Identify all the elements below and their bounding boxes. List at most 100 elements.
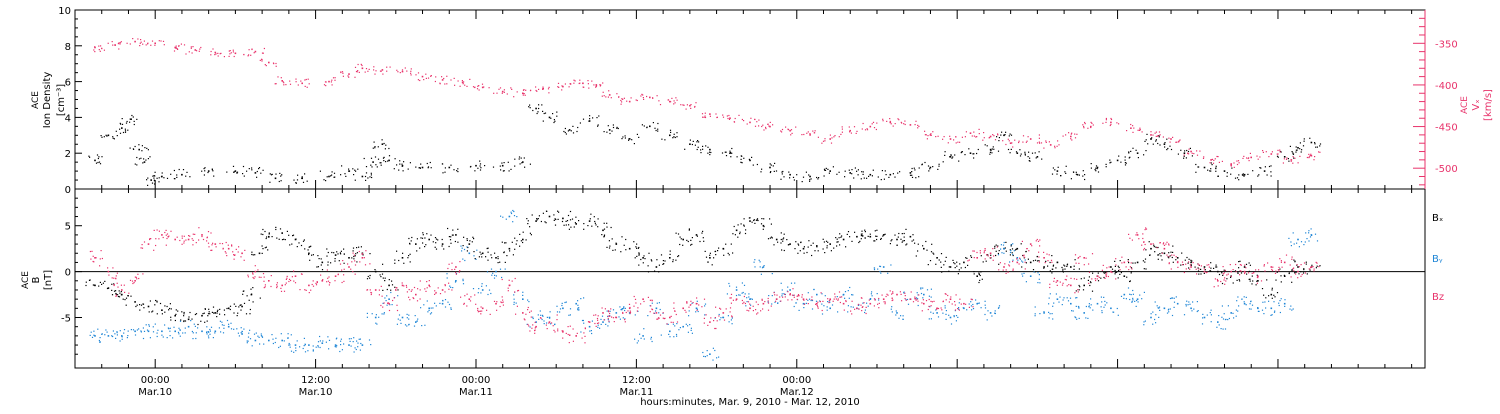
bx-dot xyxy=(751,221,753,223)
by-dot xyxy=(1101,312,1103,314)
bx-point xyxy=(709,257,711,259)
by-dot xyxy=(823,305,825,307)
density-dot xyxy=(1065,165,1067,167)
density-dot xyxy=(773,170,775,172)
b-tick-label: 5 xyxy=(65,222,71,233)
by-dot xyxy=(1137,301,1139,303)
by-dot xyxy=(452,287,454,289)
bz-dot xyxy=(1182,264,1184,266)
bz-dot xyxy=(141,244,143,246)
bx-dot xyxy=(410,240,412,242)
density-dot xyxy=(730,156,732,158)
velocity-point xyxy=(1270,153,1273,155)
bx-dot xyxy=(140,304,143,306)
bx-dot xyxy=(1276,292,1279,294)
density-dot xyxy=(991,152,993,154)
by-dot xyxy=(1314,233,1317,235)
velocity-dot xyxy=(360,63,362,65)
by-point xyxy=(241,333,243,335)
density-dot xyxy=(1095,167,1097,169)
bz-dot xyxy=(597,315,599,317)
density-dot xyxy=(1052,167,1054,169)
bx-dot xyxy=(1130,267,1133,269)
bx-dot xyxy=(175,309,177,311)
by-dot xyxy=(1292,308,1294,310)
bx-dot xyxy=(1052,268,1054,270)
bz-dot xyxy=(556,314,558,316)
bz-dot xyxy=(948,301,950,303)
bz-point xyxy=(415,293,417,296)
density-point xyxy=(421,166,424,169)
bx-dot xyxy=(691,243,693,245)
density-dot xyxy=(1001,131,1003,133)
density-dot xyxy=(379,162,381,164)
bz-dot xyxy=(511,280,513,282)
density-dot xyxy=(1266,174,1268,176)
density-dot xyxy=(106,135,108,137)
bx-dot xyxy=(143,307,145,309)
bz-dot xyxy=(548,322,550,324)
density-point xyxy=(969,152,972,154)
bz-dot xyxy=(922,299,924,301)
bz-point xyxy=(374,289,377,291)
velocity-dot xyxy=(904,120,906,122)
by-point xyxy=(254,339,257,342)
by-dot xyxy=(637,340,639,342)
by-dot xyxy=(295,350,297,352)
density-dot xyxy=(1183,157,1185,159)
by-dot xyxy=(811,299,814,302)
by-dot xyxy=(842,294,844,296)
density-dot xyxy=(597,125,599,127)
bz-dot xyxy=(801,296,803,298)
bz-dot xyxy=(1088,263,1090,265)
by-dot xyxy=(1120,295,1123,297)
velocity-dot xyxy=(675,97,677,99)
bz-dot xyxy=(1047,260,1049,262)
bz-dot xyxy=(316,281,318,284)
velocity-dot xyxy=(1262,150,1264,152)
density-dot xyxy=(544,112,547,114)
by-dot xyxy=(674,325,676,327)
bz-dot xyxy=(650,305,652,307)
density-dot xyxy=(731,147,733,150)
by-point xyxy=(789,289,791,291)
by-dot xyxy=(640,337,642,339)
bx-dot xyxy=(709,254,711,256)
density-dot xyxy=(724,151,726,153)
density-dot xyxy=(536,112,538,115)
bx-dot xyxy=(170,319,172,321)
bx-point xyxy=(174,314,176,317)
by-dot xyxy=(336,345,338,347)
by-dot xyxy=(480,292,482,294)
density-point xyxy=(1163,143,1166,145)
by-point xyxy=(548,316,551,319)
bz-dot xyxy=(629,306,631,309)
bx-dot xyxy=(379,274,381,276)
density-axis-label: ACE Ion Density [cm⁻³] xyxy=(31,72,67,129)
bz-dot xyxy=(1050,259,1053,261)
bz-dot xyxy=(791,294,794,296)
by-dot xyxy=(1171,297,1174,299)
density-dot xyxy=(331,174,333,176)
bz-dot xyxy=(408,289,410,291)
density-dot xyxy=(596,117,598,119)
bx-point xyxy=(628,247,631,250)
by-dot xyxy=(249,329,251,331)
bx-dot xyxy=(425,244,427,246)
by-dot xyxy=(1143,324,1145,326)
by-dot xyxy=(406,313,408,315)
bx-dot xyxy=(1153,244,1155,246)
density-dot xyxy=(1164,146,1166,148)
velocity-dot xyxy=(1276,153,1278,155)
velocity-point xyxy=(348,73,350,75)
velocity-dot xyxy=(840,133,842,135)
by-dot xyxy=(1077,305,1080,308)
bx-dot xyxy=(1021,266,1023,268)
bx-dot xyxy=(822,238,824,240)
by-dot xyxy=(907,303,910,305)
velocity-dot xyxy=(1071,132,1073,134)
density-dot xyxy=(710,151,712,154)
velocity-dot xyxy=(285,84,287,86)
density-dot xyxy=(883,178,885,180)
density-dot xyxy=(541,104,543,106)
